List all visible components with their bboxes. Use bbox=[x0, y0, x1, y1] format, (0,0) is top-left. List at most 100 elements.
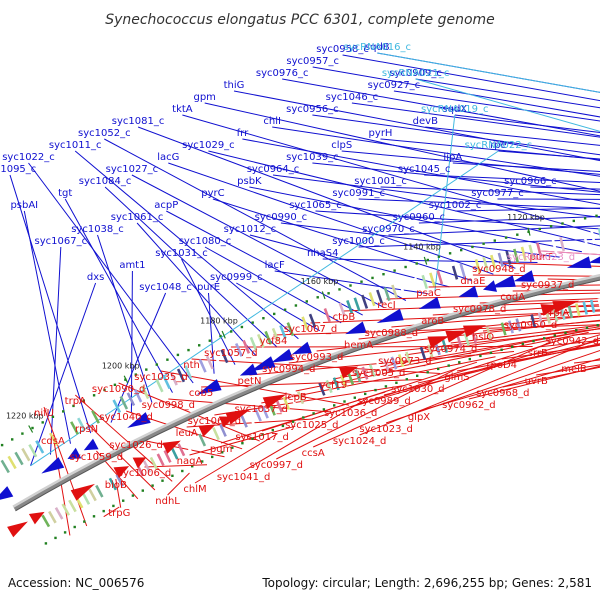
ring-dot bbox=[327, 292, 330, 295]
ring-dot bbox=[458, 361, 461, 364]
cog-band-segment bbox=[279, 325, 287, 339]
cog-band-segment bbox=[575, 303, 581, 317]
gene-label: syc0977_c bbox=[471, 188, 524, 199]
forward-gene-arrow bbox=[489, 275, 516, 288]
ring-dot bbox=[231, 446, 234, 449]
cog-band-segment bbox=[353, 297, 361, 312]
map-title: Synechococcus elongatus PCC 6301, comple… bbox=[105, 12, 495, 28]
gene-label: syc0942_d bbox=[546, 336, 599, 347]
ring-dot bbox=[426, 258, 429, 262]
gene-label: tgt bbox=[58, 188, 72, 199]
gene-label-leader bbox=[249, 186, 582, 253]
gene-label: syc1029_c bbox=[182, 140, 235, 151]
cog-band-segment bbox=[419, 346, 427, 360]
cog-band-segment bbox=[126, 392, 136, 407]
ring-dot bbox=[261, 433, 264, 436]
gene-label: psbK bbox=[237, 176, 262, 187]
gene-label: syc0948_d bbox=[472, 264, 525, 275]
gene-label: sqdX bbox=[442, 104, 467, 115]
kbp-tick-mark bbox=[123, 375, 129, 384]
reverse-gene-arrow bbox=[339, 366, 359, 379]
gene-label: trpA bbox=[65, 396, 86, 407]
cog-band-segment bbox=[162, 375, 171, 389]
ring-dot bbox=[382, 273, 385, 276]
cog-band-segment bbox=[61, 503, 71, 516]
gene-label: psbAI bbox=[10, 200, 38, 211]
cog-band-segment bbox=[184, 440, 193, 453]
gene-label: nagA bbox=[177, 456, 203, 467]
cog-band-segment bbox=[112, 399, 122, 414]
kbp-tick-label: 1200 kbp bbox=[102, 362, 140, 371]
gene-label-leader bbox=[9, 174, 92, 434]
ring-dot bbox=[113, 383, 117, 386]
gene-label: syc0999_c bbox=[210, 272, 263, 283]
reverse-gene-arrow bbox=[7, 521, 28, 538]
ring-dot bbox=[479, 354, 482, 358]
gene-label-leader bbox=[131, 174, 385, 309]
gene-label: syc1022_c bbox=[2, 152, 55, 163]
cog-band-segment bbox=[140, 385, 150, 400]
ring-dot bbox=[221, 451, 224, 454]
gene-label: rpe bbox=[490, 140, 507, 151]
forward-gene-arrow bbox=[376, 308, 404, 323]
kbp-tick-label: 1140 kbp bbox=[403, 242, 441, 251]
ring-dot bbox=[171, 474, 174, 477]
gene-label-leader bbox=[233, 90, 600, 162]
gene-label-leader bbox=[417, 343, 600, 384]
gene-label-leader bbox=[28, 162, 194, 384]
cog-band-segment bbox=[376, 289, 384, 304]
ring-dot bbox=[166, 358, 169, 361]
ring-dot bbox=[283, 308, 287, 311]
gene-label-leader bbox=[454, 114, 600, 133]
cog-band-segment bbox=[485, 326, 492, 340]
ring-dot bbox=[155, 363, 158, 366]
gene-label: ctpB bbox=[333, 312, 356, 323]
ring-dot bbox=[0, 443, 4, 447]
gene-label: aroB bbox=[421, 316, 444, 327]
genome-backbone bbox=[13, 276, 600, 512]
ring-dot bbox=[532, 339, 535, 343]
ring-dot bbox=[404, 265, 407, 269]
kbp-tick-mark bbox=[28, 425, 34, 433]
cog-band-segment bbox=[368, 292, 376, 307]
gene-label: syc1080_c bbox=[179, 236, 232, 247]
cog-band-segment bbox=[346, 299, 354, 315]
ring-dot bbox=[426, 371, 429, 374]
gene-label: petN bbox=[238, 376, 262, 387]
ring-dot bbox=[500, 348, 503, 351]
gene-label-leader bbox=[434, 114, 456, 292]
cog-band-segment bbox=[163, 450, 172, 463]
ring-dot bbox=[273, 312, 276, 316]
ring-dot bbox=[471, 245, 474, 249]
gene-label: pyrH bbox=[369, 128, 393, 139]
cog-band-segment bbox=[441, 339, 449, 353]
cog-band-segment bbox=[220, 349, 229, 364]
gene-label: thiG bbox=[224, 80, 245, 91]
cog-band-segment bbox=[95, 484, 104, 498]
gene-label: syc0960_c bbox=[393, 212, 446, 223]
cog-band-segment bbox=[264, 330, 273, 345]
forward-gene-arrow bbox=[483, 280, 497, 292]
ring-dot bbox=[122, 499, 125, 502]
reverse-gene-arrow bbox=[552, 300, 580, 313]
ring-dot bbox=[595, 214, 598, 217]
gene-label: syc0950_d bbox=[504, 320, 557, 331]
ring-dot bbox=[294, 304, 298, 307]
cog-band-segment bbox=[177, 443, 186, 457]
ring-dot bbox=[145, 368, 148, 371]
ring-dot bbox=[44, 542, 48, 545]
gene-label-leader bbox=[415, 78, 600, 132]
cog-band-segment bbox=[536, 242, 543, 257]
gene-label-leader bbox=[282, 78, 600, 137]
ring-dot bbox=[572, 219, 575, 223]
cog-band-segment bbox=[513, 248, 520, 263]
cog-band-segment bbox=[205, 355, 214, 370]
gene-label: syc0927_c bbox=[368, 80, 421, 91]
gene-label-leader bbox=[86, 422, 156, 491]
gene-label: leuA bbox=[176, 428, 198, 439]
kbp-tick-label: 1180 kbp bbox=[200, 317, 238, 326]
gene-label: syc1037_d bbox=[235, 404, 288, 415]
gene-label: sycRNA016_c bbox=[344, 42, 411, 53]
gene-label: glmS bbox=[444, 372, 469, 383]
